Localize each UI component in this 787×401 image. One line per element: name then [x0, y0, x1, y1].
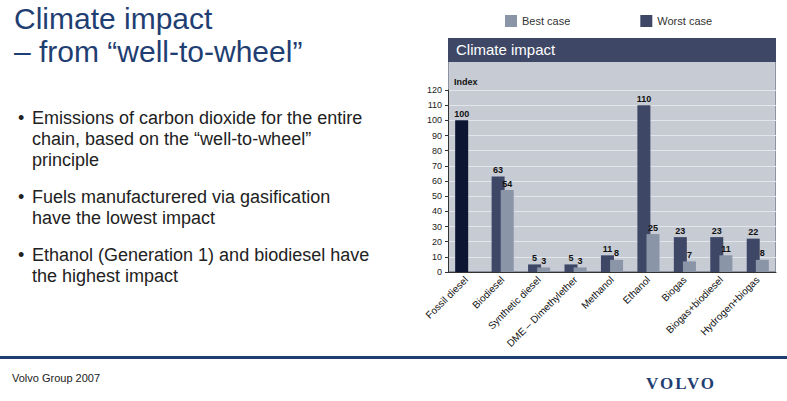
- svg-text:8: 8: [760, 248, 765, 258]
- svg-text:110: 110: [428, 100, 442, 110]
- svg-text:Methanol: Methanol: [579, 274, 616, 311]
- svg-text:60: 60: [432, 176, 442, 186]
- svg-text:Hydrogen+biogas: Hydrogen+biogas: [698, 274, 761, 337]
- svg-text:54: 54: [502, 179, 512, 189]
- svg-text:3: 3: [541, 256, 546, 266]
- svg-text:Worst case: Worst case: [657, 15, 712, 27]
- html-text:Ethanol (Generation 1) and bio: Ethanol (Generation 1) and biodiesel hav…: [32, 245, 370, 286]
- svg-text:7: 7: [687, 250, 692, 260]
- svg-text:22: 22: [748, 227, 758, 237]
- svg-text:30: 30: [432, 222, 442, 232]
- html-text:Climate impact: Climate impact: [456, 41, 556, 58]
- svg-text:Index: Index: [454, 77, 478, 87]
- svg-text:80: 80: [432, 146, 442, 156]
- svg-text:11: 11: [603, 244, 613, 254]
- svg-text:0: 0: [437, 267, 442, 277]
- svg-text:63: 63: [493, 165, 503, 175]
- svg-text:8: 8: [614, 248, 619, 258]
- html-text:Climate impact: Climate impact: [14, 2, 213, 35]
- svg-text:DME – Dimethylether: DME – Dimethylether: [505, 274, 580, 349]
- svg-text:Biodiesel: Biodiesel: [470, 274, 506, 310]
- svg-text:110: 110: [637, 94, 652, 104]
- svg-text:Biogas+biodiesel: Biogas+biodiesel: [663, 274, 726, 336]
- svg-text:3: 3: [578, 256, 583, 266]
- svg-text:Biogas: Biogas: [659, 274, 688, 303]
- svg-text:100: 100: [427, 115, 442, 125]
- svg-text:Fossil diesel: Fossil diesel: [423, 274, 470, 321]
- svg-text:23: 23: [675, 226, 685, 236]
- svg-text:Synthetic diesel: Synthetic diesel: [485, 274, 543, 332]
- svg-text:50: 50: [432, 191, 442, 201]
- svg-text:120: 120: [427, 85, 442, 95]
- svg-text:70: 70: [432, 161, 442, 171]
- html-text:Emissions of carbon dioxide fo: Emissions of carbon dioxide for the enti…: [32, 108, 363, 170]
- svg-text:Best case: Best case: [522, 15, 570, 27]
- svg-text:10: 10: [432, 252, 442, 262]
- html-text:Fuels manufacturered via gasif: Fuels manufacturered via gasification ha…: [32, 187, 331, 228]
- svg-text:40: 40: [432, 206, 442, 216]
- html-text:Volvo Group 2007: Volvo Group 2007: [12, 372, 101, 384]
- svg-text:5: 5: [568, 253, 573, 263]
- html-text:VOLVO: VOLVO: [646, 374, 717, 393]
- svg-text:Ethanol: Ethanol: [621, 274, 653, 306]
- svg-text:90: 90: [432, 131, 442, 141]
- svg-text:5: 5: [532, 253, 537, 263]
- svg-text:25: 25: [648, 223, 658, 233]
- html-text:– from “well-to-wheel”: – from “well-to-wheel”: [14, 35, 303, 68]
- svg-text:23: 23: [712, 226, 722, 236]
- svg-text:100: 100: [454, 109, 469, 119]
- svg-text:11: 11: [721, 244, 731, 254]
- svg-text:20: 20: [432, 237, 442, 247]
